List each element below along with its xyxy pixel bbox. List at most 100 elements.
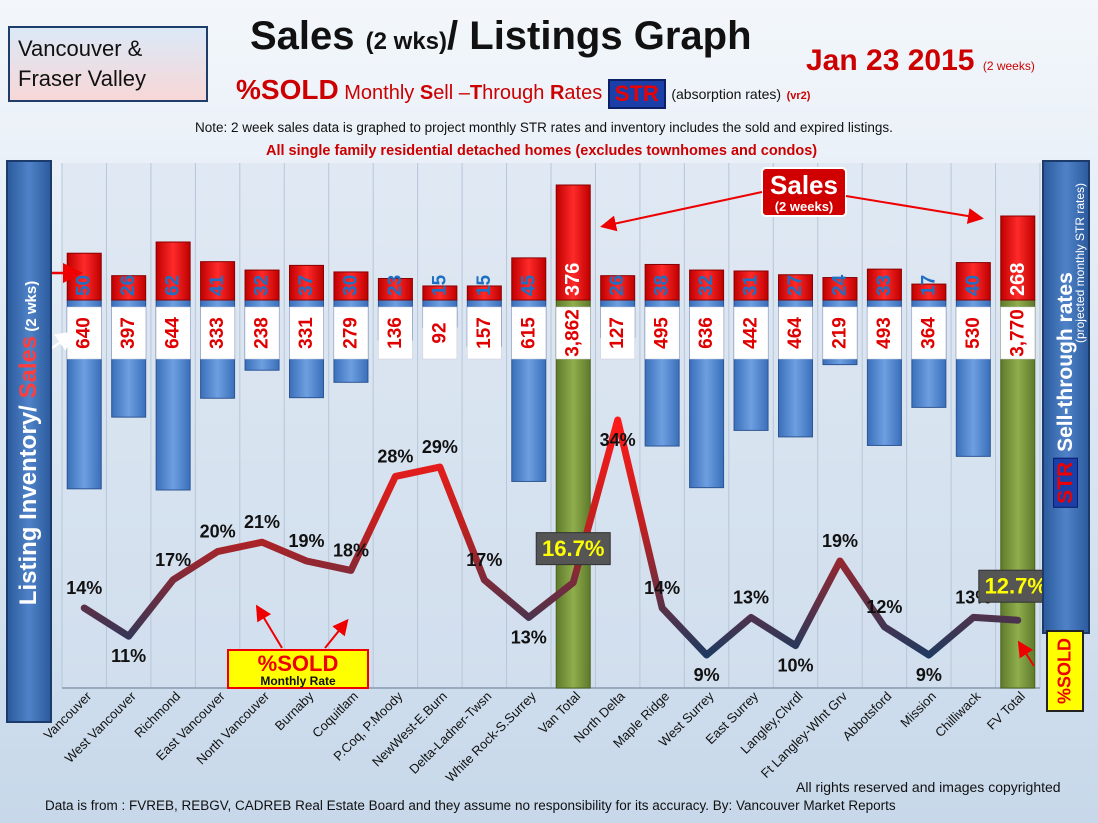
subtitle-m: Monthly — [344, 82, 420, 104]
total-inventory-bar — [555, 299, 591, 689]
left-label-a: Listing Inventory/ — [15, 398, 42, 606]
subtitle-ates: ates — [564, 82, 603, 104]
inventory-label: 331 — [296, 317, 317, 349]
inventory-label-box — [333, 306, 369, 360]
right-sold-badge-text: %SOLD — [1054, 637, 1075, 705]
sales-bar — [377, 277, 413, 301]
total-sold-box — [978, 569, 1054, 603]
sales-label: 17 — [918, 275, 939, 296]
inventory-label: 442 — [741, 317, 762, 349]
region-line-1: Vancouver & — [18, 36, 143, 61]
inventory-label: 615 — [518, 317, 539, 349]
inventory-label: 238 — [252, 317, 273, 349]
sales-label: 41 — [207, 274, 228, 296]
inventory-label: 157 — [474, 317, 495, 349]
sold-callout-title: %SOLD — [258, 651, 339, 676]
inventory-label: 3,770 — [1007, 309, 1028, 357]
x-tick-label: Ft Langley-Wlnt Grv — [758, 688, 851, 781]
region-line-2: Fraser Valley — [18, 66, 146, 91]
sales-bar — [200, 261, 236, 301]
sold-label: 13% — [511, 627, 547, 647]
inventory-label: 219 — [829, 317, 850, 349]
sold-label: 10% — [777, 656, 813, 676]
str-badge: STR — [607, 78, 666, 109]
title-small: (2 wks) — [365, 28, 448, 55]
data-labels: 5064026397626444133332238373313027923136… — [66, 263, 1054, 685]
sales-bar — [155, 241, 191, 301]
sales-label: 23 — [385, 275, 406, 296]
inventory-label-box — [244, 306, 280, 360]
left-axis-label: Listing Inventory/ Sales (2 wks) — [15, 281, 43, 605]
note2-bold: All single family residential detached h… — [266, 143, 576, 159]
sold-label: 17% — [466, 550, 502, 570]
x-tick-label: Mission — [897, 689, 939, 731]
report-date: Jan 23 2015 (2 weeks) — [806, 44, 1035, 78]
sold-label: 14% — [644, 578, 680, 598]
sales-label: 32 — [696, 275, 717, 296]
inventory-label-box — [111, 306, 146, 360]
sales-label: 30 — [340, 275, 361, 296]
inventory-label: 127 — [607, 317, 628, 349]
sales-label: 32 — [252, 275, 273, 296]
sold-line-layer — [80, 416, 1022, 659]
source-footer: Data is from : FVREB, REBGV, CADREB Real… — [45, 798, 896, 813]
inventory-label-box — [600, 306, 635, 360]
inventory-label: 333 — [207, 317, 228, 349]
sales-callout: Sales (2 weeks) — [600, 167, 984, 232]
subtitle-r: R — [549, 82, 565, 104]
inventory-label-box — [289, 306, 324, 360]
inventory-label-box — [822, 306, 858, 360]
sales-bar — [866, 268, 902, 301]
sales-label: 37 — [296, 275, 317, 296]
inventory-label-box — [867, 306, 902, 360]
absorption-note: (absorption rates) — [671, 86, 782, 102]
right-axis-banner — [1042, 160, 1090, 634]
sales-label: 40 — [963, 275, 984, 296]
sales-bar — [955, 262, 991, 301]
right-axis-sublabel: (projected monthly STR rates) — [1073, 182, 1087, 344]
inventory-label-box — [155, 306, 191, 360]
inventory-label: 464 — [785, 317, 806, 349]
inventory-label-box — [733, 306, 769, 360]
sales-label: 376 — [562, 263, 584, 296]
sold-label: 11% — [111, 646, 146, 666]
sales-callout-title: Sales — [770, 170, 838, 200]
inventory-label: 136 — [385, 317, 406, 349]
sold-label: 12% — [866, 597, 902, 617]
inventory-label: 644 — [163, 317, 184, 349]
inventory-label: 3,862 — [563, 309, 584, 357]
sold-callout-sub: Monthly Rate — [260, 674, 336, 688]
inventory-label-box — [511, 306, 547, 360]
x-tick-label: NewWest-E.Burn — [369, 689, 450, 770]
note2-paren: (excludes townhomes and condos) — [575, 143, 818, 159]
x-tick-label: Burnaby — [272, 688, 317, 733]
sold-line — [80, 416, 1022, 659]
sold-arrow-left — [255, 604, 283, 649]
sales-arrow-left — [600, 191, 763, 232]
title-rest: / Listings Graph — [447, 14, 752, 58]
inventory-label: 530 — [963, 317, 984, 349]
subtitle-s: S — [419, 82, 434, 104]
sales-bar — [689, 269, 725, 301]
sales-label: 268 — [1007, 263, 1029, 296]
sales-callout-sub: (2 weeks) — [775, 199, 834, 214]
sales-label: 62 — [163, 275, 184, 296]
note-line-2: All single family residential detached h… — [266, 143, 817, 159]
subtitle-sold: %SOLD — [236, 74, 339, 105]
sales-bar — [644, 263, 680, 301]
sales-label: 33 — [874, 275, 895, 296]
inventory-label-box — [644, 306, 680, 360]
left-label-b: Sales — [15, 335, 42, 399]
sales-bar — [733, 270, 769, 301]
sold-label: 9% — [916, 665, 942, 685]
x-tick-label: Chilliwack — [932, 688, 984, 740]
sales-label: 15 — [429, 274, 450, 296]
sold-label: 29% — [422, 437, 458, 457]
sold-label: 18% — [333, 540, 369, 560]
sales-label: 26 — [118, 275, 139, 296]
sales-label: 31 — [741, 274, 762, 296]
sold-label: 34% — [600, 430, 636, 450]
date-main: Jan 23 2015 — [806, 44, 975, 77]
